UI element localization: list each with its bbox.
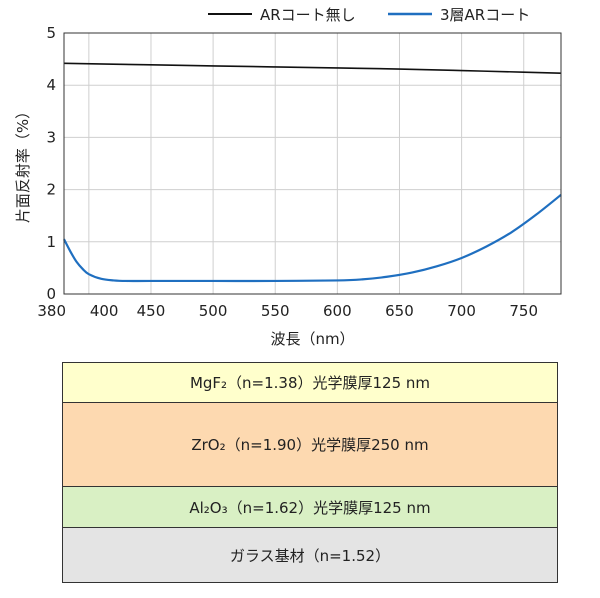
series-line-0 [63, 62, 562, 74]
y-tick-label: 5 [46, 24, 56, 42]
y-tick-label: 0 [46, 285, 56, 303]
coating-layer-3: ガラス基材（n=1.52） [63, 528, 557, 582]
coating-layer-label: ガラス基材（n=1.52） [229, 546, 391, 565]
x-tick-label: 500 [199, 302, 228, 320]
x-tick-label: 400 [90, 302, 119, 320]
y-axis-label: 片面反射率（%） [14, 104, 32, 223]
x-tick-label: 450 [137, 302, 166, 320]
coating-layer-label: Al₂O₃（n=1.62）光学膜厚125 nm [189, 498, 431, 517]
x-tick-label: 650 [385, 302, 414, 320]
x-tick-label: 600 [323, 302, 352, 320]
y-tick-label: 4 [46, 76, 56, 94]
y-tick-labels: 0 1 2 3 4 5 [46, 24, 56, 303]
coating-layer-stack: MgF₂（n=1.38）光学膜厚125 nm ZrO₂（n=1.90）光学膜厚25… [62, 362, 558, 583]
y-tick-label: 3 [46, 128, 56, 146]
x-tick-label: 550 [261, 302, 290, 320]
coating-layer-label: ZrO₂（n=1.90）光学膜厚250 nm [191, 436, 429, 454]
x-tick-labels: 380 400 450 500 550 600 650 700 750 [37, 302, 538, 320]
x-axis-label: 波長（nm） [270, 330, 354, 348]
legend-label-0: ARコート無し [260, 6, 356, 24]
x-tick-label: 750 [509, 302, 538, 320]
legend-label-1: 3層ARコート [440, 6, 530, 24]
legend: ARコート無し 3層ARコート [208, 6, 530, 24]
coating-layer-label: MgF₂（n=1.38）光学膜厚125 nm [189, 374, 431, 392]
reflectance-chart: 380 400 450 500 550 600 650 700 750 0 1 2 3 4 5 波長（nm… [14, 6, 562, 348]
coating-layer-1: ZrO₂（n=1.90）光学膜厚250 nm [63, 403, 557, 487]
series-lines [63, 62, 562, 283]
y-tick-label: 1 [46, 233, 56, 251]
coating-layer-2: Al₂O₃（n=1.62）光学膜厚125 nm [63, 487, 557, 528]
x-tick-label: 700 [447, 302, 476, 320]
series-line-1 [63, 193, 562, 283]
coating-layer-0: MgF₂（n=1.38）光学膜厚125 nm [63, 363, 557, 403]
x-tick-label: 380 [37, 302, 66, 320]
y-tick-label: 2 [46, 181, 56, 199]
plot-frame [63, 32, 562, 295]
grid-lines [64, 33, 561, 294]
